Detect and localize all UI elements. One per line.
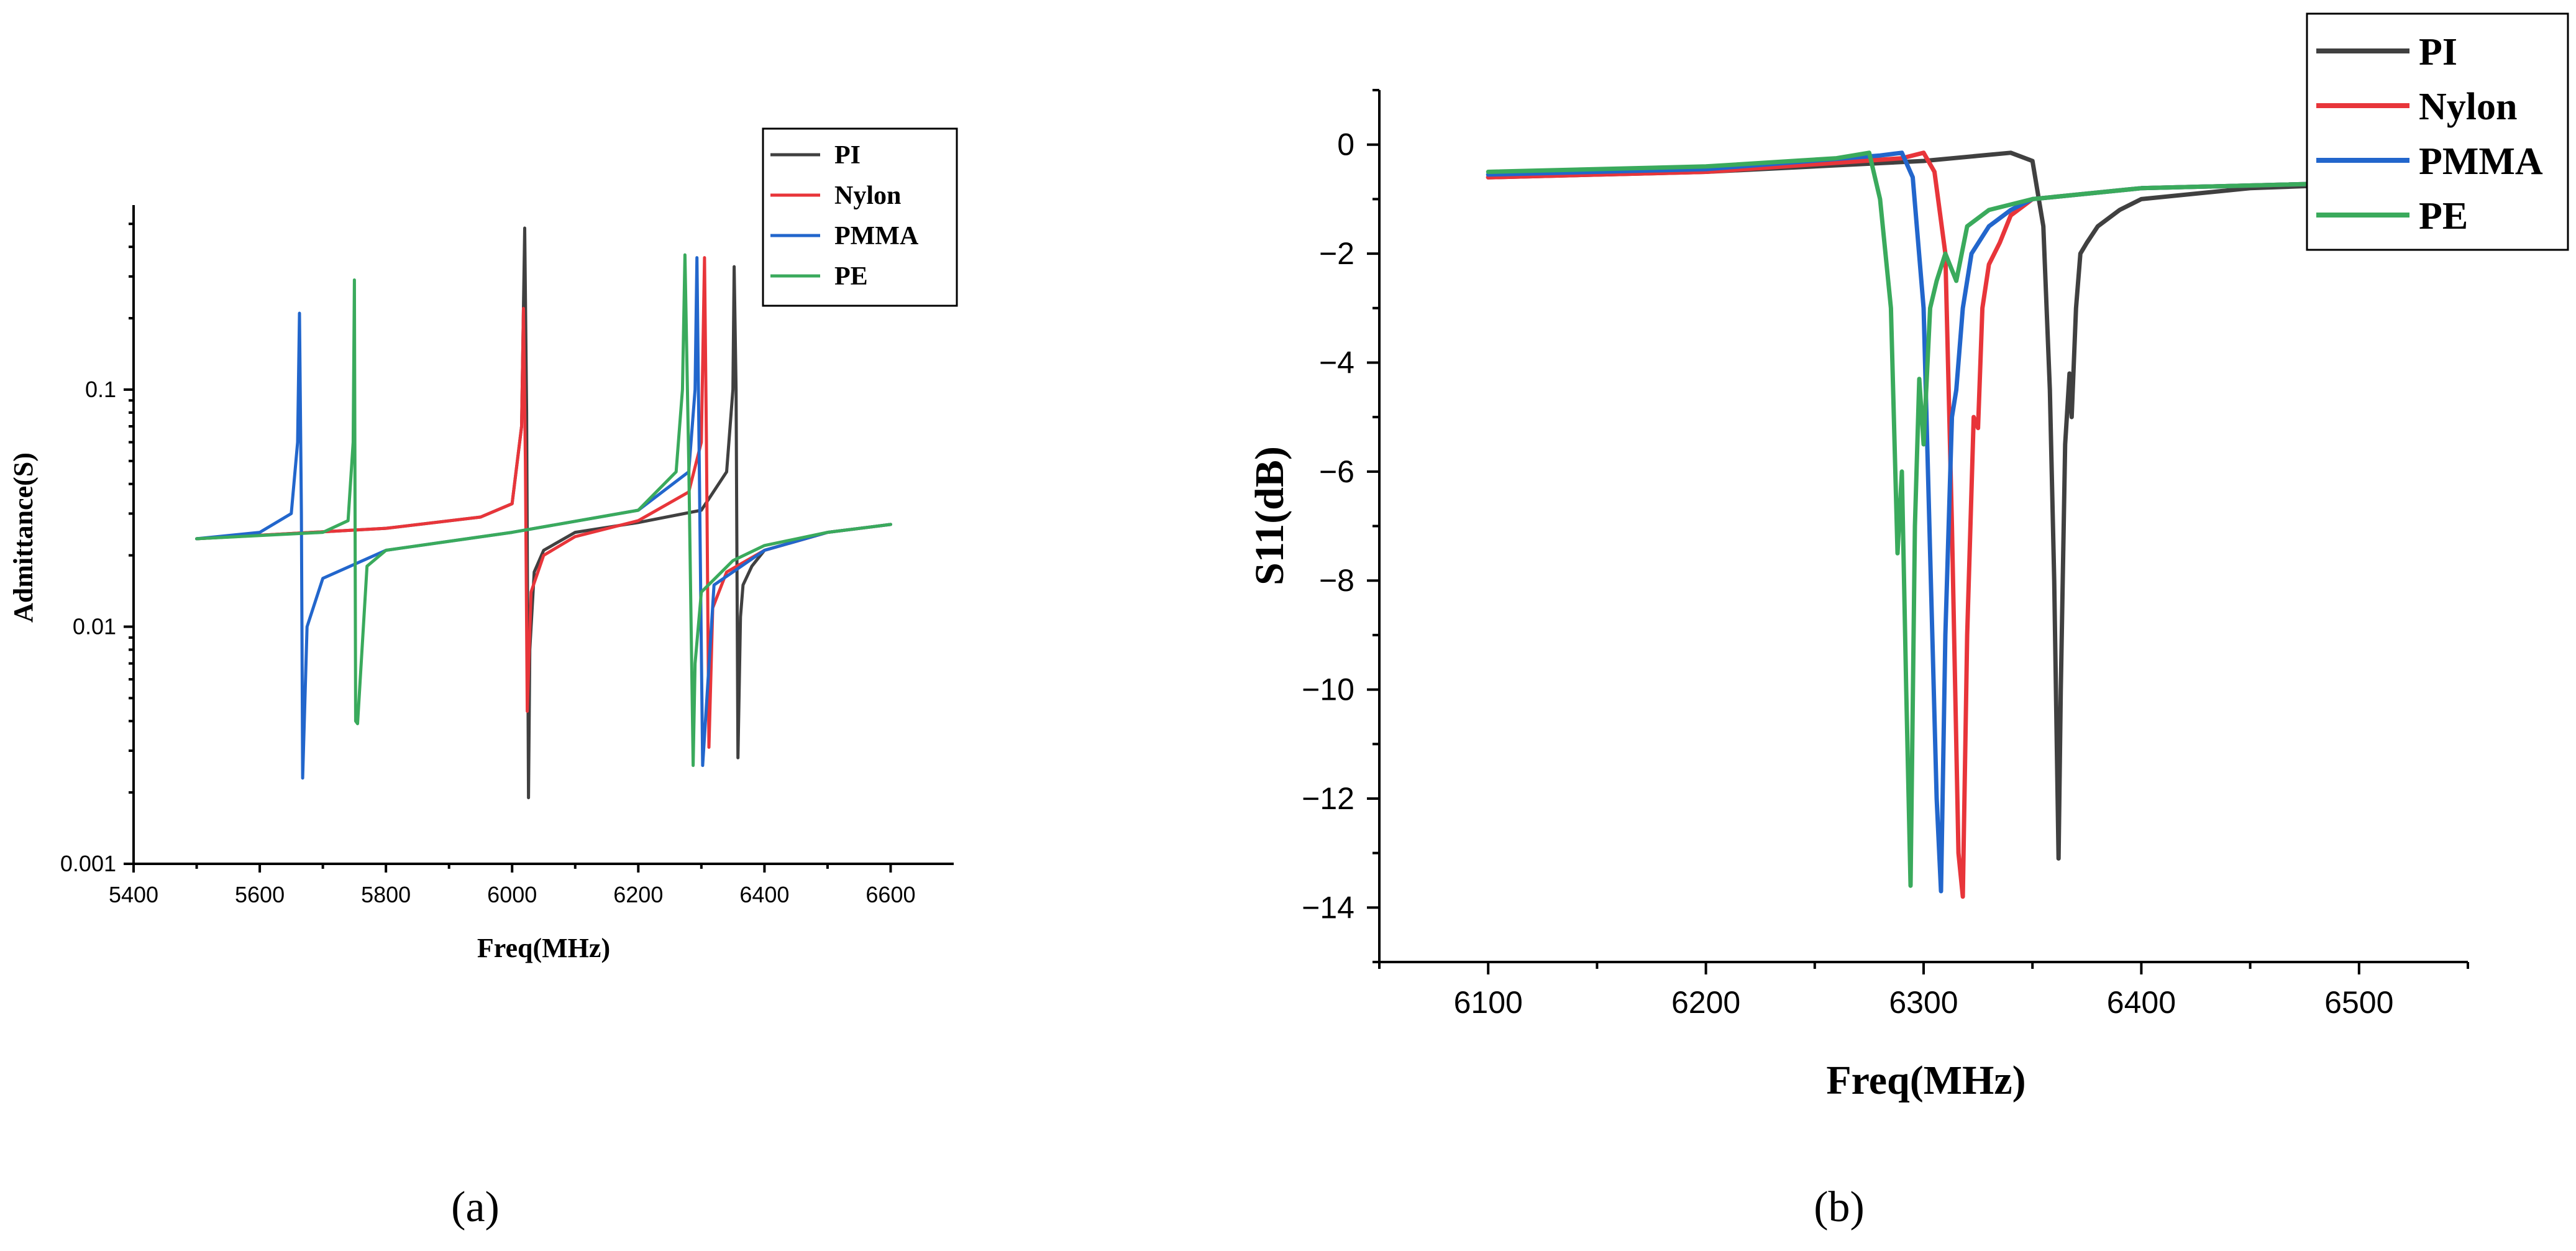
panel-a-label: (a) [451,1183,500,1231]
panel-a-x-tick-label: 6600 [866,882,915,907]
panel-b-y-axis-title: S11(dB) [1247,446,1292,585]
panel-a: 5400 5600 5800 6000 6200 6400 6600 0.001 0.01 0.1… [8,127,958,1231]
panel-b-series-line-pmma [1486,150,2470,894]
panel-b-axes: 6100 6200 6300 6400 6500 0 −2 −4 −6 −8 −10 −12 −14 [1302,89,2469,1020]
panel-b-y-tick-label: −4 [1319,345,1354,380]
panel-a-legend-label-nylon: Nylon [834,181,901,210]
panel-b-legend: PI Nylon PMMA PE [2306,12,2569,251]
panel-a-x-tick-label: 6000 [487,882,537,907]
panel-a-x-tick-label: 6400 [739,882,789,907]
panel-a-legend-label-pe: PE [834,262,868,291]
panel-b-y-tick-label: 0 [1337,127,1354,162]
panel-b-y-tick-label: −10 [1302,672,1354,707]
panel-b-y-tick-label: −6 [1319,454,1354,489]
panel-b-series-line-pi [1486,150,2470,861]
panel-a-x-tick-label: 6200 [613,882,663,907]
panel-a-series-group [195,226,892,800]
panel-a-legend-label-pmma: PMMA [834,222,919,250]
panel-a-x-tick-label: 5600 [235,882,285,907]
panel-b-x-tick-label: 6100 [1454,985,1523,1020]
panel-a-x-axis-title: Freq(MHz) [477,933,610,963]
panel-b-y-tick-label: −2 [1319,236,1354,271]
panel-b: 6100 6200 6300 6400 6500 0 −2 −4 −6 −8 −10 −12 −14 F… [1247,12,2569,1231]
panel-b-x-axis-title: Freq(MHz) [1826,1058,2026,1103]
panel-b-legend-label-pe: PE [2419,195,2468,237]
panel-a-y-axis-title: Admittance(S) [8,452,39,623]
panel-a-y-tick-label: 0.01 [73,613,116,639]
panel-b-y-tick-label: −14 [1302,890,1354,925]
panel-a-series-line-pe [195,253,892,768]
panel-a-legend-label-pi: PI [834,141,861,170]
panel-b-series-line-nylon [1486,150,2470,899]
panel-b-x-tick-label: 6300 [1889,985,1958,1020]
panel-a-y-tick-label: 0.1 [85,377,116,402]
panel-a-axes: 5400 5600 5800 6000 6200 6400 6600 0.001 0.01 0.1 [60,205,954,907]
panel-a-series-line-pmma [195,256,892,780]
panel-a-y-tick-label: 0.001 [60,851,116,876]
panel-a-x-tick-label: 5800 [361,882,411,907]
panel-a-series-line-nylon [195,256,892,749]
panel-b-series-group [1486,150,2470,899]
panel-b-legend-label-pmma: PMMA [2419,140,2543,183]
panel-b-legend-label-pi: PI [2419,31,2457,73]
panel-b-y-tick-label: −12 [1302,781,1354,816]
panel-a-x-tick-label: 5400 [109,882,158,907]
panel-b-x-tick-label: 6400 [2107,985,2176,1020]
panel-b-series-line-pe [1486,150,2470,888]
panel-b-y-tick-label: −8 [1319,563,1354,598]
panel-b-x-tick-label: 6200 [1671,985,1740,1020]
panel-b-label: (b) [1814,1183,1865,1231]
panel-a-legend: PI Nylon PMMA PE [762,127,958,307]
panel-b-legend-label-nylon: Nylon [2419,86,2517,128]
panel-b-x-tick-label: 6500 [2324,985,2393,1020]
